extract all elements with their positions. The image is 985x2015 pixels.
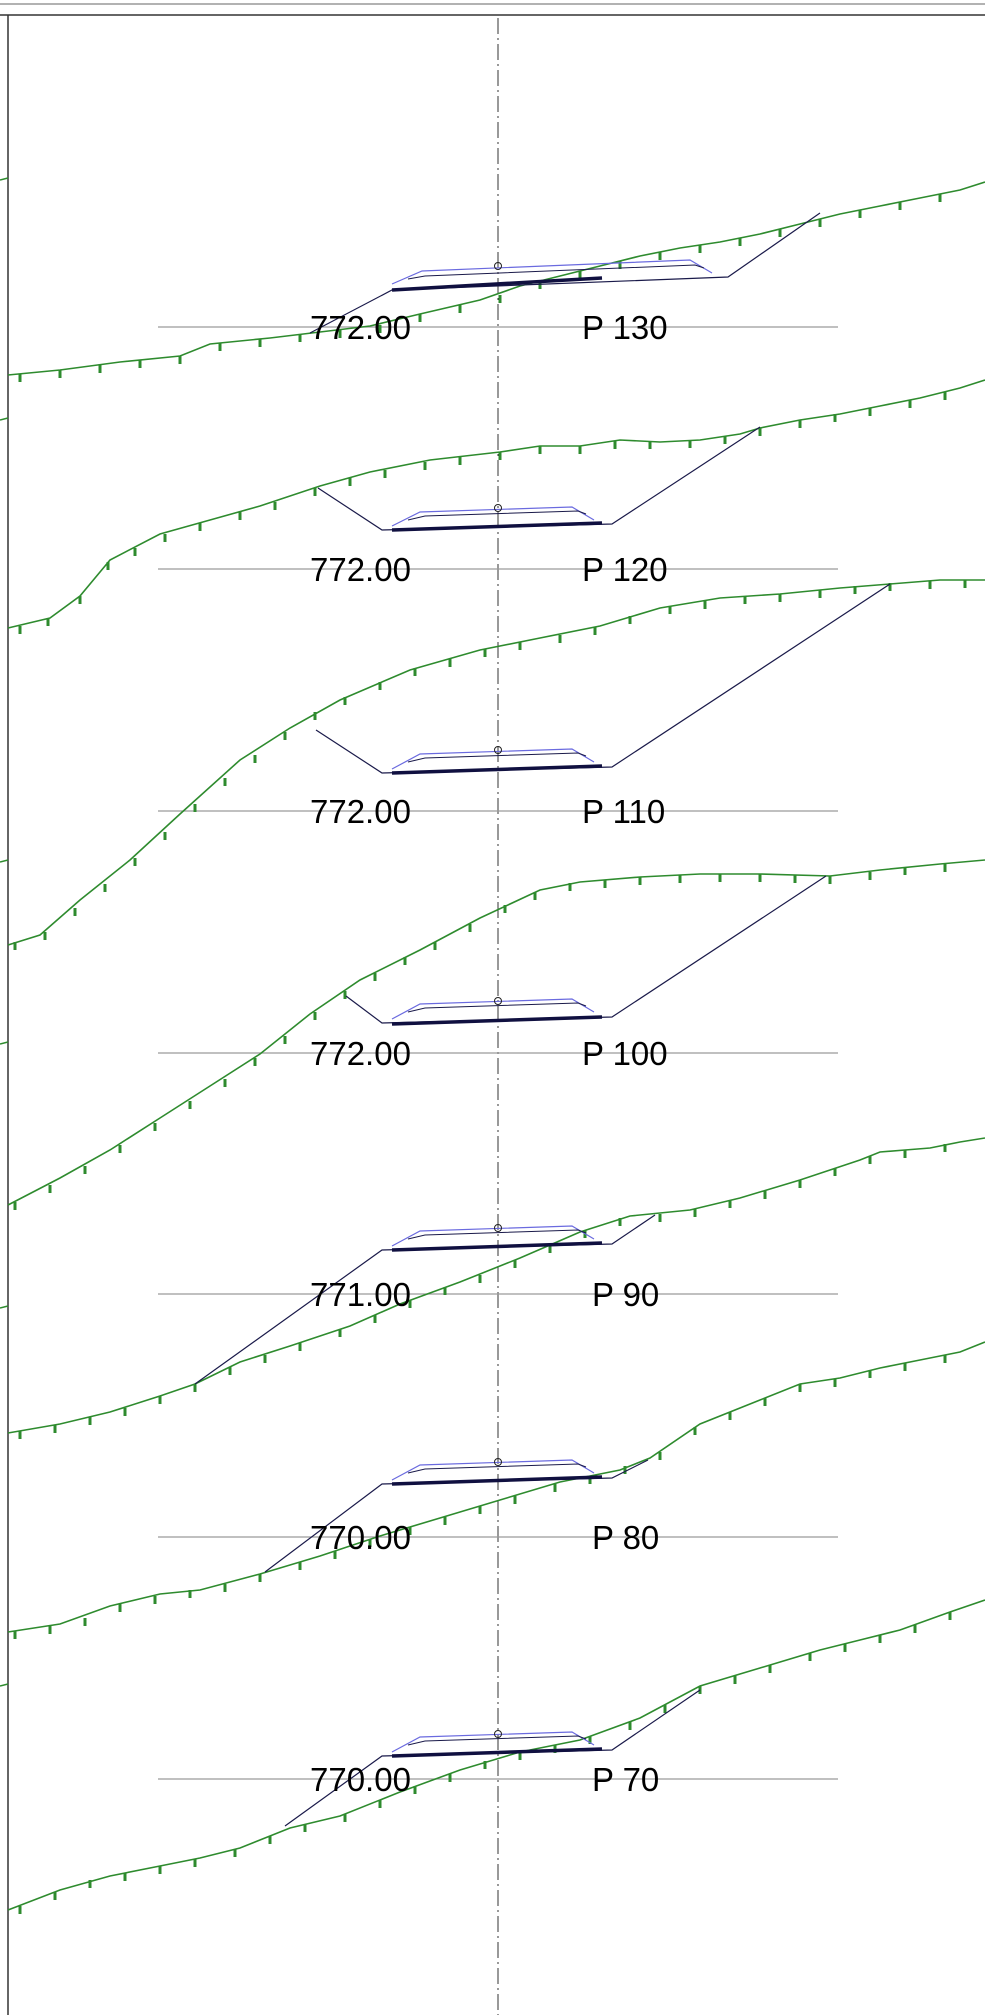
- terrain-ticks: [13, 580, 967, 950]
- pavement-layers: [391, 506, 595, 527]
- formation-level: [391, 1747, 603, 1758]
- terrain-line: [7, 859, 985, 1206]
- centre-point-marker: [494, 1730, 502, 1738]
- formation-level: [391, 1475, 603, 1486]
- terrain-ticks: [13, 864, 947, 1210]
- design-section: [284, 1689, 701, 1827]
- centre-point-marker: [494, 262, 502, 270]
- margin-mark: [0, 177, 9, 181]
- terrain-ticks: [18, 194, 942, 382]
- pavement-top: [407, 1735, 587, 1746]
- drawing-frame: [0, 3, 985, 2015]
- terrain-ticks: [18, 1612, 952, 1914]
- pavement-top: [407, 1229, 587, 1240]
- section-datum-label: 770.00: [310, 1519, 411, 1556]
- design-section: [315, 583, 891, 774]
- centre-point-marker: [494, 997, 502, 1005]
- terrain-ticks: [18, 1144, 947, 1439]
- section-p130: 772.00 P 130: [7, 181, 985, 382]
- section-p80: 770.00 P 80: [7, 1341, 985, 1639]
- pavement-top: [407, 752, 587, 763]
- section-datum-label: 772.00: [310, 793, 411, 830]
- pavement-layers: [391, 1731, 595, 1753]
- terrain-ticks: [18, 392, 947, 634]
- section-station-label: P 120: [582, 551, 668, 588]
- formation-level: [391, 764, 603, 775]
- section-station-label: P 90: [592, 1276, 659, 1313]
- section-station-label: P 130: [582, 309, 668, 346]
- pavement-top: [407, 1002, 587, 1013]
- pavement-layers: [391, 998, 595, 1020]
- formation-level: [391, 1015, 603, 1026]
- pavement-top: [407, 1463, 587, 1474]
- terrain-line: [7, 1137, 985, 1434]
- margin-mark: [0, 1683, 9, 1687]
- formation-level: [391, 1241, 603, 1252]
- margin-mark: [0, 1305, 9, 1309]
- section-station-label: P 70: [592, 1761, 659, 1798]
- pavement-layers: [391, 1225, 595, 1247]
- design-section: [309, 212, 821, 334]
- margin-marks: [0, 177, 9, 1687]
- section-datum-label: 771.00: [310, 1276, 411, 1313]
- terrain-line: [7, 1341, 985, 1633]
- section-p100: 772.00 P 100: [7, 859, 985, 1210]
- terrain-line: [7, 379, 985, 629]
- section-station-label: P 110: [582, 793, 665, 830]
- margin-mark: [0, 859, 9, 863]
- design-section: [345, 875, 827, 1024]
- section-station-label: P 80: [592, 1519, 659, 1556]
- terrain-line: [7, 1599, 985, 1911]
- centre-point-marker: [494, 746, 502, 754]
- section-station-label: P 100: [582, 1035, 668, 1072]
- formation-level: [391, 276, 603, 292]
- pavement-top: [407, 264, 705, 280]
- margin-mark: [0, 1041, 9, 1045]
- section-p70: 770.00 P 70: [7, 1599, 985, 1914]
- centre-point-marker: [494, 504, 502, 512]
- section-datum-label: 772.00: [310, 309, 411, 346]
- formation-level: [391, 521, 603, 532]
- section-p120: 772.00 P 120: [7, 379, 985, 634]
- pavement-layers: [391, 1459, 595, 1481]
- centre-point-marker: [494, 1458, 502, 1466]
- margin-mark: [0, 417, 9, 421]
- section-datum-label: 772.00: [310, 551, 411, 588]
- terrain-line: [7, 181, 985, 376]
- design-section: [317, 426, 761, 531]
- section-datum-label: 772.00: [310, 1035, 411, 1072]
- section-p110: 772.00 P 110: [7, 579, 985, 950]
- centre-point-marker: [494, 1224, 502, 1232]
- pavement-layers: [391, 748, 595, 770]
- section-datum-label: 770.00: [310, 1761, 411, 1798]
- section-p90: 771.00 P 90: [7, 1137, 985, 1439]
- pavement-top: [407, 510, 587, 521]
- terrain-line: [7, 579, 985, 946]
